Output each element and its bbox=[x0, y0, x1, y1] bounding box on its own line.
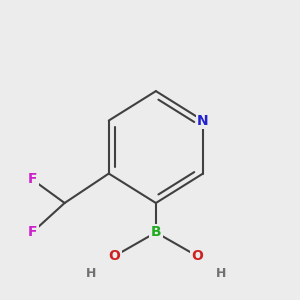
Text: H: H bbox=[215, 267, 226, 280]
Text: H: H bbox=[86, 267, 96, 280]
Text: B: B bbox=[151, 225, 161, 239]
Text: F: F bbox=[28, 225, 37, 239]
Text: O: O bbox=[191, 249, 203, 263]
Text: N: N bbox=[197, 114, 209, 128]
Text: F: F bbox=[28, 172, 37, 186]
Text: O: O bbox=[109, 249, 121, 263]
